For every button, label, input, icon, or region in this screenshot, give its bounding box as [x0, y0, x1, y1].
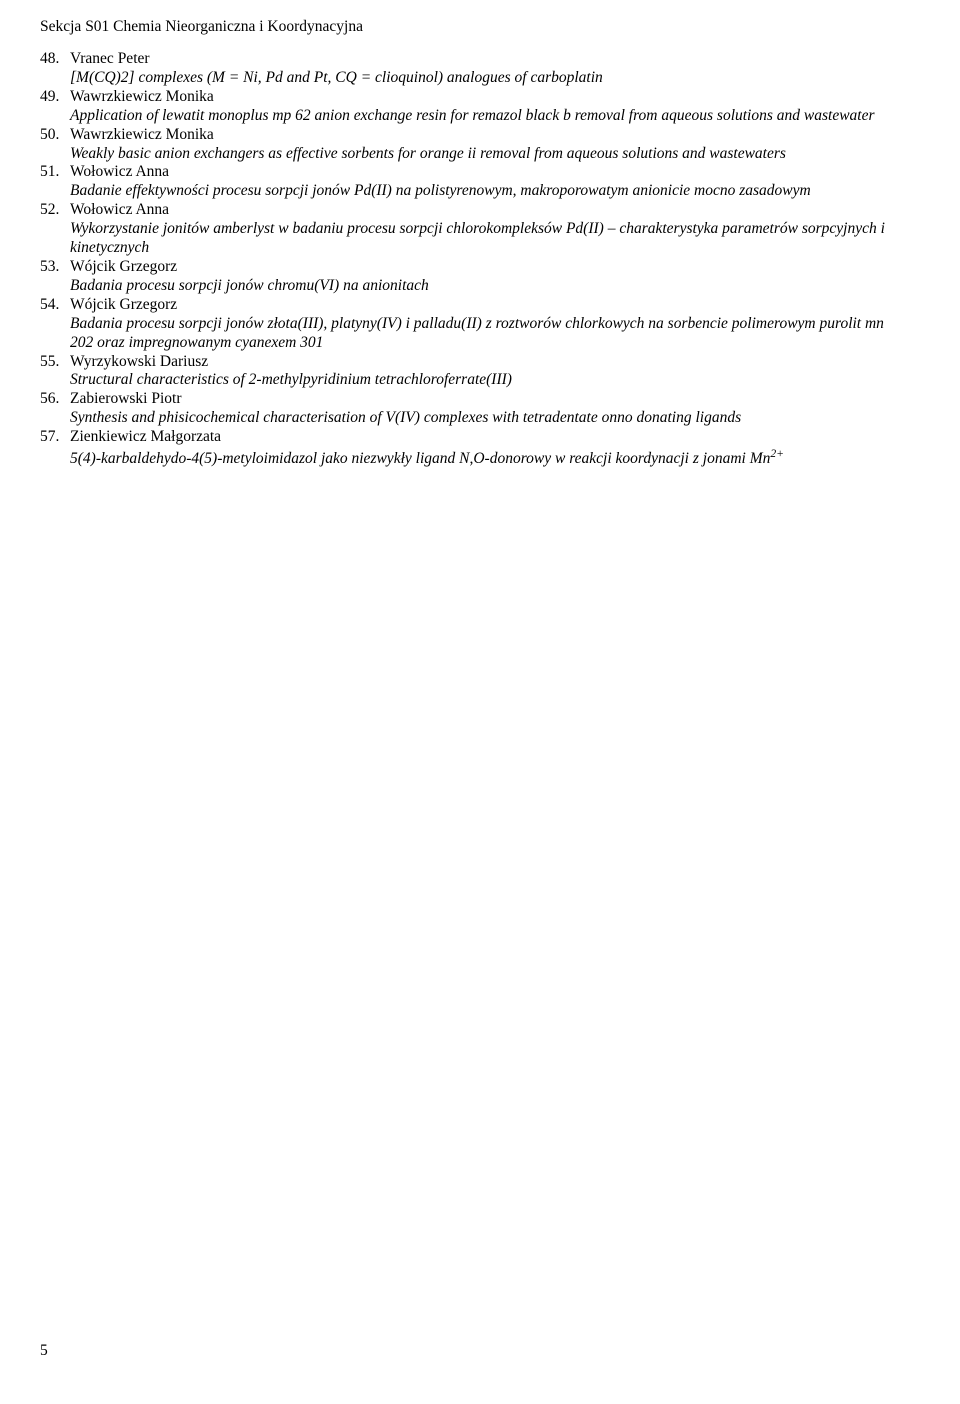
list-item: 54. Wójcik Grzegorz Badania procesu sorp… — [40, 296, 920, 353]
list-item: 51. Wołowicz Anna Badanie effektywności … — [40, 163, 920, 201]
list-item: 57. Zienkiewicz Małgorzata 5(4)-karbalde… — [40, 428, 920, 469]
entry-author: Wawrzkiewicz Monika — [70, 126, 214, 145]
entry-head: 50. Wawrzkiewicz Monika — [40, 126, 920, 145]
list-item: 49. Wawrzkiewicz Monika Application of l… — [40, 88, 920, 126]
entry-number: 48. — [40, 50, 70, 69]
entry-author: Wyrzykowski Dariusz — [70, 353, 208, 372]
entry-head: 57. Zienkiewicz Małgorzata — [40, 428, 920, 447]
list-item: 50. Wawrzkiewicz Monika Weakly basic ani… — [40, 126, 920, 164]
entry-head: 55. Wyrzykowski Dariusz — [40, 353, 920, 372]
entry-author: Wójcik Grzegorz — [70, 296, 177, 315]
entry-number: 52. — [40, 201, 70, 220]
document-page: Sekcja S01 Chemia Nieorganiczna i Koordy… — [0, 0, 960, 1404]
entry-author: Wójcik Grzegorz — [70, 258, 177, 277]
entry-number: 55. — [40, 353, 70, 372]
entry-head: 54. Wójcik Grzegorz — [40, 296, 920, 315]
entry-author: Wołowicz Anna — [70, 201, 169, 220]
entry-author: Wawrzkiewicz Monika — [70, 88, 214, 107]
entry-head: 51. Wołowicz Anna — [40, 163, 920, 182]
entry-number: 57. — [40, 428, 70, 447]
entry-number: 54. — [40, 296, 70, 315]
entry-description-text: 5(4)-karbaldehydo-4(5)-metyloimidazol ja… — [70, 450, 770, 467]
entry-description: 5(4)-karbaldehydo-4(5)-metyloimidazol ja… — [40, 447, 920, 469]
entry-number: 53. — [40, 258, 70, 277]
entry-head: 53. Wójcik Grzegorz — [40, 258, 920, 277]
entry-author: Vranec Peter — [70, 50, 150, 69]
list-item: 52. Wołowicz Anna Wykorzystanie jonitów … — [40, 201, 920, 258]
entry-description: Wykorzystanie jonitów amberlyst w badani… — [40, 220, 920, 258]
entry-description: Badania procesu sorpcji jonów chromu(VI)… — [40, 277, 920, 296]
entry-description: Application of lewatit monoplus mp 62 an… — [40, 107, 920, 126]
entry-description: Badanie effektywności procesu sorpcji jo… — [40, 182, 920, 201]
section-header: Sekcja S01 Chemia Nieorganiczna i Koordy… — [40, 18, 920, 36]
entry-author: Zienkiewicz Małgorzata — [70, 428, 221, 447]
entry-head: 49. Wawrzkiewicz Monika — [40, 88, 920, 107]
list-item: 53. Wójcik Grzegorz Badania procesu sorp… — [40, 258, 920, 296]
entry-description: Synthesis and phisicochemical characteri… — [40, 409, 920, 428]
entry-author: Zabierowski Piotr — [70, 390, 182, 409]
entry-description: Structural characteristics of 2-methylpy… — [40, 371, 920, 390]
entry-number: 51. — [40, 163, 70, 182]
entry-head: 52. Wołowicz Anna — [40, 201, 920, 220]
list-item: 48. Vranec Peter [M(CQ)2] complexes (M =… — [40, 50, 920, 88]
entry-superscript: 2+ — [770, 447, 784, 460]
page-number: 5 — [40, 1342, 48, 1360]
entry-number: 50. — [40, 126, 70, 145]
entries-list: 48. Vranec Peter [M(CQ)2] complexes (M =… — [40, 50, 920, 469]
entry-author: Wołowicz Anna — [70, 163, 169, 182]
entry-head: 56. Zabierowski Piotr — [40, 390, 920, 409]
list-item: 55. Wyrzykowski Dariusz Structural chara… — [40, 353, 920, 391]
entry-description: Badania procesu sorpcji jonów złota(III)… — [40, 315, 920, 353]
entry-number: 49. — [40, 88, 70, 107]
entry-number: 56. — [40, 390, 70, 409]
entry-description: [M(CQ)2] complexes (M = Ni, Pd and Pt, C… — [40, 69, 920, 88]
entry-head: 48. Vranec Peter — [40, 50, 920, 69]
list-item: 56. Zabierowski Piotr Synthesis and phis… — [40, 390, 920, 428]
entry-description: Weakly basic anion exchangers as effecti… — [40, 145, 920, 164]
